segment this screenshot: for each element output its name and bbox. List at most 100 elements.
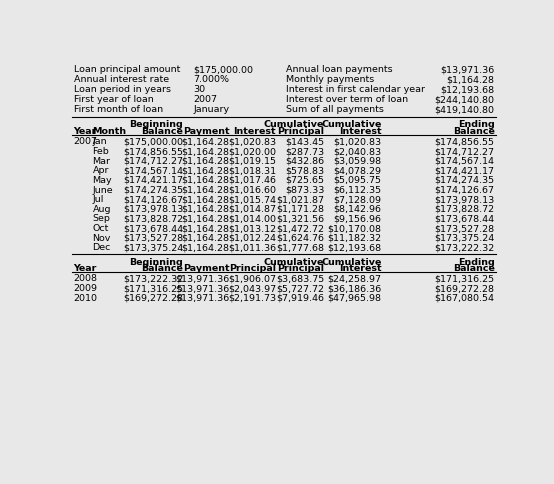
Text: $36,186.36: $36,186.36 [327, 284, 382, 293]
Text: Year: Year [73, 127, 96, 136]
Text: $174,856.55: $174,856.55 [123, 147, 183, 156]
Text: Loan principal amount: Loan principal amount [74, 65, 180, 74]
Text: $1,164.28: $1,164.28 [182, 224, 230, 233]
Text: $1,011.36: $1,011.36 [228, 243, 276, 252]
Text: Apr: Apr [93, 166, 109, 175]
Text: $173,222.32: $173,222.32 [123, 274, 183, 284]
Text: $143.45: $143.45 [285, 137, 324, 146]
Text: $1,020.00: $1,020.00 [228, 147, 276, 156]
Text: $171,316.25: $171,316.25 [434, 274, 495, 284]
Text: $1,018.31: $1,018.31 [228, 166, 276, 175]
Text: $174,421.17: $174,421.17 [435, 166, 495, 175]
Text: $1,164.28: $1,164.28 [447, 75, 495, 84]
Text: $1,014.00: $1,014.00 [228, 214, 276, 224]
Text: $1,164.28: $1,164.28 [182, 185, 230, 195]
Text: $7,919.46: $7,919.46 [276, 294, 324, 302]
Text: $1,164.28: $1,164.28 [182, 205, 230, 214]
Text: June: June [93, 185, 113, 195]
Text: $3,683.75: $3,683.75 [276, 274, 324, 284]
Text: $1,171.28: $1,171.28 [276, 205, 324, 214]
Text: $1,016.60: $1,016.60 [228, 185, 276, 195]
Text: $174,712.27: $174,712.27 [123, 157, 183, 166]
Text: $11,182.32: $11,182.32 [327, 234, 382, 242]
Text: Nov: Nov [93, 234, 111, 242]
Text: Ending: Ending [458, 257, 495, 267]
Text: $12,193.68: $12,193.68 [440, 85, 495, 94]
Text: $873.33: $873.33 [285, 185, 324, 195]
Text: January: January [193, 105, 229, 114]
Text: 2007: 2007 [193, 95, 217, 104]
Text: Loan period in years: Loan period in years [74, 85, 171, 94]
Text: 7.000%: 7.000% [193, 75, 229, 84]
Text: $1,020.83: $1,020.83 [334, 137, 382, 146]
Text: $1,014.87: $1,014.87 [228, 205, 276, 214]
Text: $174,274.35: $174,274.35 [123, 185, 183, 195]
Text: $173,678.44: $173,678.44 [434, 214, 495, 224]
Text: Principal: Principal [229, 264, 276, 273]
Text: Balance: Balance [453, 264, 495, 273]
Text: Oct: Oct [93, 224, 109, 233]
Text: $1,472.72: $1,472.72 [276, 224, 324, 233]
Text: $175,000.00: $175,000.00 [123, 137, 183, 146]
Text: $1,019.15: $1,019.15 [228, 157, 276, 166]
Text: Balance: Balance [453, 127, 495, 136]
Text: $419,140.80: $419,140.80 [435, 105, 495, 114]
Text: $173,828.72: $173,828.72 [434, 205, 495, 214]
Text: $244,140.80: $244,140.80 [435, 95, 495, 104]
Text: Principal: Principal [277, 264, 324, 273]
Text: $173,828.72: $173,828.72 [123, 214, 183, 224]
Text: Monthly payments: Monthly payments [286, 75, 375, 84]
Text: $1,012.24: $1,012.24 [228, 234, 276, 242]
Text: Interest: Interest [339, 127, 382, 136]
Text: $174,567.14: $174,567.14 [123, 166, 183, 175]
Text: $174,856.55: $174,856.55 [435, 137, 495, 146]
Text: $174,274.35: $174,274.35 [434, 176, 495, 185]
Text: $171,316.25: $171,316.25 [123, 284, 183, 293]
Text: First month of loan: First month of loan [74, 105, 163, 114]
Text: $24,258.97: $24,258.97 [327, 274, 382, 284]
Text: Cumulative: Cumulative [321, 121, 382, 129]
Text: $12,193.68: $12,193.68 [327, 243, 382, 252]
Text: $3,059.98: $3,059.98 [334, 157, 382, 166]
Text: Payment: Payment [183, 127, 230, 136]
Text: $1,020.83: $1,020.83 [228, 137, 276, 146]
Text: First year of loan: First year of loan [74, 95, 153, 104]
Text: $1,164.28: $1,164.28 [182, 147, 230, 156]
Text: $173,978.13: $173,978.13 [434, 195, 495, 204]
Text: Beginning: Beginning [130, 121, 183, 129]
Text: $1,906.07: $1,906.07 [228, 274, 276, 284]
Text: $1,021.87: $1,021.87 [276, 195, 324, 204]
Text: $13,971.36: $13,971.36 [176, 274, 230, 284]
Text: $1,164.28: $1,164.28 [182, 195, 230, 204]
Text: $2,043.97: $2,043.97 [228, 284, 276, 293]
Text: Cumulative: Cumulative [264, 121, 324, 129]
Text: Cumulative: Cumulative [321, 257, 382, 267]
Text: $7,128.09: $7,128.09 [334, 195, 382, 204]
Text: Principal: Principal [277, 127, 324, 136]
Text: $173,375.24: $173,375.24 [123, 243, 183, 252]
Text: $174,567.14: $174,567.14 [435, 157, 495, 166]
Text: Balance: Balance [141, 127, 183, 136]
Text: $175,000.00: $175,000.00 [193, 65, 253, 74]
Text: Year: Year [73, 264, 96, 273]
Text: $432.86: $432.86 [285, 157, 324, 166]
Text: May: May [93, 176, 112, 185]
Text: $174,126.67: $174,126.67 [123, 195, 183, 204]
Text: $1,164.28: $1,164.28 [182, 176, 230, 185]
Text: $173,978.13: $173,978.13 [123, 205, 183, 214]
Text: 2009: 2009 [73, 284, 97, 293]
Text: 30: 30 [193, 85, 206, 94]
Text: $1,624.76: $1,624.76 [276, 234, 324, 242]
Text: Interest: Interest [234, 127, 276, 136]
Text: $173,527.28: $173,527.28 [434, 224, 495, 233]
Text: $5,727.72: $5,727.72 [276, 284, 324, 293]
Text: Aug: Aug [93, 205, 111, 214]
Text: 2007: 2007 [73, 137, 97, 146]
Text: $725.65: $725.65 [285, 176, 324, 185]
Text: Sum of all payments: Sum of all payments [286, 105, 384, 114]
Text: $169,272.28: $169,272.28 [435, 284, 495, 293]
Text: $47,965.98: $47,965.98 [327, 294, 382, 302]
Text: $2,191.73: $2,191.73 [228, 294, 276, 302]
Text: $174,421.17: $174,421.17 [123, 176, 183, 185]
Text: $174,126.67: $174,126.67 [435, 185, 495, 195]
